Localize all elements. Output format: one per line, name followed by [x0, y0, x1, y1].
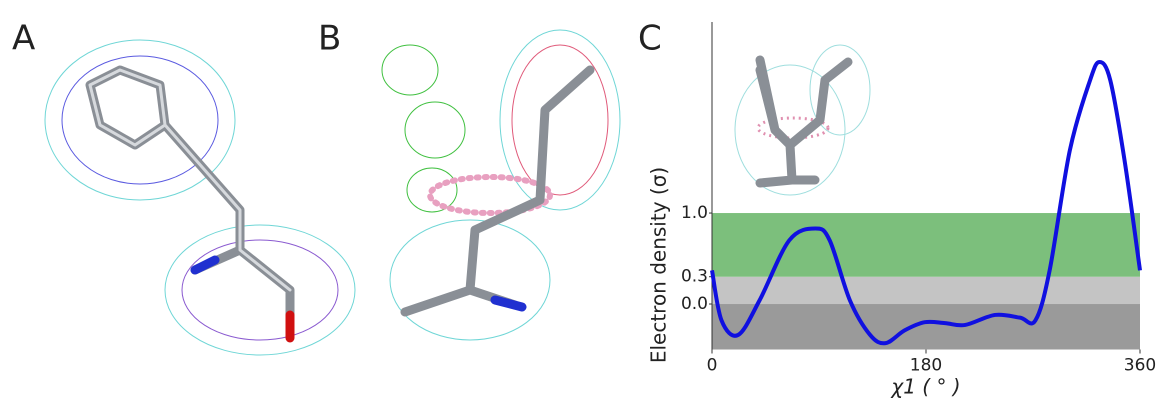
density-mesh: [809, 44, 871, 136]
threshold-band: [712, 213, 1140, 277]
density-mesh: [181, 239, 339, 341]
x-tick-label: 0: [707, 356, 718, 376]
difference-mesh: [406, 167, 458, 213]
molecule: [755, 55, 853, 188]
nitrogen: [190, 255, 220, 275]
density-mesh: [44, 39, 236, 201]
molecule: [85, 65, 295, 340]
difference-mesh: [381, 44, 439, 96]
panel-label: B: [318, 19, 341, 59]
x-tick-label: 180: [910, 356, 942, 376]
rotamer-ring: [756, 116, 830, 140]
x-tick-label: 360: [1124, 356, 1156, 376]
rotamer-ring: [427, 174, 553, 216]
panel-label: A: [12, 19, 35, 59]
density-mesh: [61, 55, 219, 185]
density-mesh: [734, 64, 846, 196]
panel-b: B: [318, 19, 621, 341]
y-tick-label: 0.3: [681, 267, 708, 287]
difference-mesh: [404, 101, 466, 159]
density-mesh: [499, 29, 621, 211]
y-axis-label: Electron density (σ): [647, 167, 671, 363]
density-mesh: [511, 44, 609, 196]
inset-molecule: [734, 44, 871, 196]
y-tick-label: 1.0: [681, 203, 708, 223]
density-mesh: [164, 224, 356, 356]
panel-c: C Electron density (σ) χ1 ( ° ) 0.0 0.3 1.…: [638, 19, 1156, 399]
y-tick-label: 0.0: [681, 294, 708, 314]
panel-label: C: [638, 19, 662, 59]
threshold-band: [712, 304, 1140, 350]
x-axis-label: χ1 ( ° ): [890, 375, 960, 399]
threshold-band: [712, 276, 1140, 305]
panel-a: A: [12, 19, 356, 356]
density-mesh: [389, 219, 551, 341]
molecule-highlight: [88, 68, 292, 292]
nitrogen: [490, 295, 527, 312]
density-curve: [710, 60, 1142, 346]
